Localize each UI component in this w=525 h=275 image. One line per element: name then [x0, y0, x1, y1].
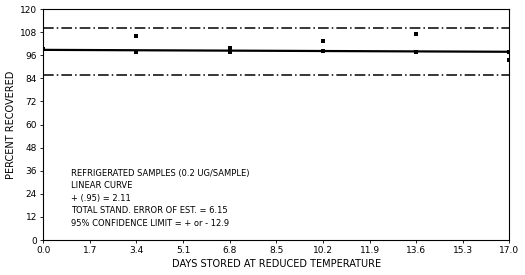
Point: [39, 47, 47, 52]
Point: [132, 34, 141, 38]
Point: [412, 50, 421, 54]
Point: [132, 50, 141, 54]
Point: [225, 50, 234, 54]
Point: [505, 58, 513, 62]
Point: [319, 49, 327, 54]
Y-axis label: PERCENT RECOVERED: PERCENT RECOVERED: [6, 70, 16, 179]
Text: TOTAL STAND. ERROR OF EST. = 6.15: TOTAL STAND. ERROR OF EST. = 6.15: [71, 206, 227, 215]
Text: 95% CONFIDENCE LIMIT = + or - 12.9: 95% CONFIDENCE LIMIT = + or - 12.9: [71, 219, 229, 228]
Point: [412, 32, 421, 36]
Point: [505, 50, 513, 54]
Text: LINEAR CURVE: LINEAR CURVE: [71, 181, 132, 190]
Text: + (.95) = 2.11: + (.95) = 2.11: [71, 194, 130, 203]
Point: [225, 45, 234, 50]
Point: [319, 39, 327, 43]
X-axis label: DAYS STORED AT REDUCED TEMPERATURE: DAYS STORED AT REDUCED TEMPERATURE: [172, 259, 381, 270]
Text: REFRIGERATED SAMPLES (0.2 UG/SAMPLE): REFRIGERATED SAMPLES (0.2 UG/SAMPLE): [71, 169, 249, 178]
